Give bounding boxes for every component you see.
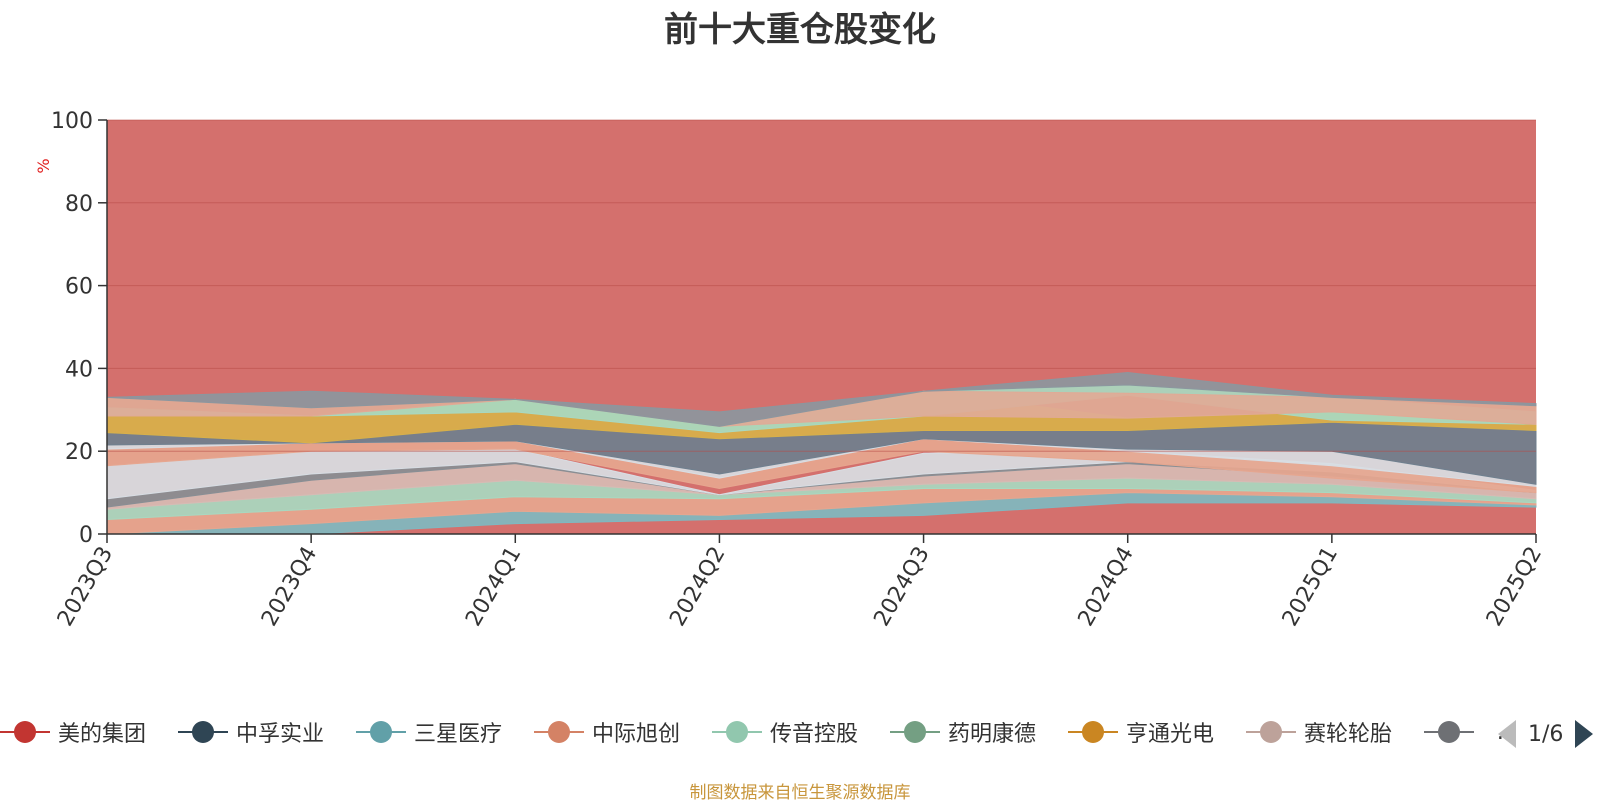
legend-item[interactable]: 传音控股 — [712, 712, 858, 752]
x-tick-label: 2024Q2 — [665, 543, 730, 631]
pager-next-icon[interactable] — [1575, 720, 1594, 748]
legend-item[interactable]: 美的集团 — [0, 712, 146, 752]
legend-marker-icon — [1424, 717, 1474, 747]
legend-label: 中孚实业 — [236, 722, 325, 747]
y-tick-label: 40 — [65, 357, 93, 382]
legend-label: 三星医疗 — [414, 722, 503, 747]
legend-clip — [1482, 712, 1496, 752]
legend-marker-icon — [1246, 717, 1296, 747]
legend-label: 中际旭创 — [592, 722, 681, 747]
legend-marker-icon — [356, 717, 406, 747]
x-tick-label: 2025Q2 — [1482, 543, 1547, 631]
legend-marker-icon — [712, 717, 762, 747]
x-tick-label: 2023Q3 — [53, 543, 118, 631]
legend-item[interactable]: 药明康德 — [890, 712, 1036, 752]
area-layers — [106, 120, 1537, 535]
x-tick-label: 2024Q1 — [461, 543, 526, 631]
y-axis-label: % — [34, 158, 53, 173]
legend-item[interactable]: 中孚实业 — [178, 712, 324, 752]
legend: 美的集团中孚实业三星医疗中际旭创传音控股药明康德亨通光电赛轮轮胎… — [0, 712, 1600, 752]
legend-marker-icon — [534, 717, 584, 747]
legend-marker-icon — [1068, 717, 1118, 747]
legend-pager: 1/6 — [1498, 716, 1600, 752]
y-tick-label: 80 — [65, 192, 93, 217]
y-tick-label: 0 — [79, 523, 93, 548]
pager-prev-icon[interactable] — [1498, 720, 1516, 748]
legend-marker-icon — [890, 717, 940, 747]
legend-label: 赛轮轮胎 — [1304, 722, 1393, 747]
legend-label: 传音控股 — [770, 722, 859, 747]
x-tick-label: 2023Q4 — [257, 543, 322, 631]
legend-item[interactable]: 亨通光电 — [1068, 712, 1214, 752]
chart-svg: 0 20 40 60 80 100 2023Q3 2023Q4 2024Q1 2024Q2 2024… — [34, 109, 1547, 631]
legend-item[interactable]: 赛轮轮胎 — [1246, 712, 1392, 752]
source-note: 制图数据来自恒生聚源数据库 — [689, 783, 911, 803]
legend-item[interactable]: 三星医疗 — [356, 712, 502, 752]
legend-marker-icon — [0, 717, 50, 747]
y-tick-label: 60 — [65, 275, 93, 300]
legend-label: 美的集团 — [58, 722, 147, 747]
y-tick-label: 100 — [51, 109, 93, 134]
area-layer-12 — [106, 371, 1537, 427]
legend-label: 亨通光电 — [1126, 722, 1215, 747]
pager-text: 1/6 — [1528, 721, 1564, 747]
x-tick-label: 2025Q1 — [1278, 543, 1343, 631]
x-tick-label: 2024Q4 — [1074, 543, 1139, 631]
x-tick-label: 2024Q3 — [869, 543, 934, 631]
grid-lines — [107, 119, 1536, 452]
legend-marker-icon — [178, 717, 228, 747]
legend-item[interactable]: 中际旭创 — [534, 712, 680, 752]
legend-label: 药明康德 — [948, 722, 1037, 747]
chart-title: 前十大重仓股变化 — [664, 10, 936, 50]
y-tick-label: 20 — [65, 440, 93, 465]
